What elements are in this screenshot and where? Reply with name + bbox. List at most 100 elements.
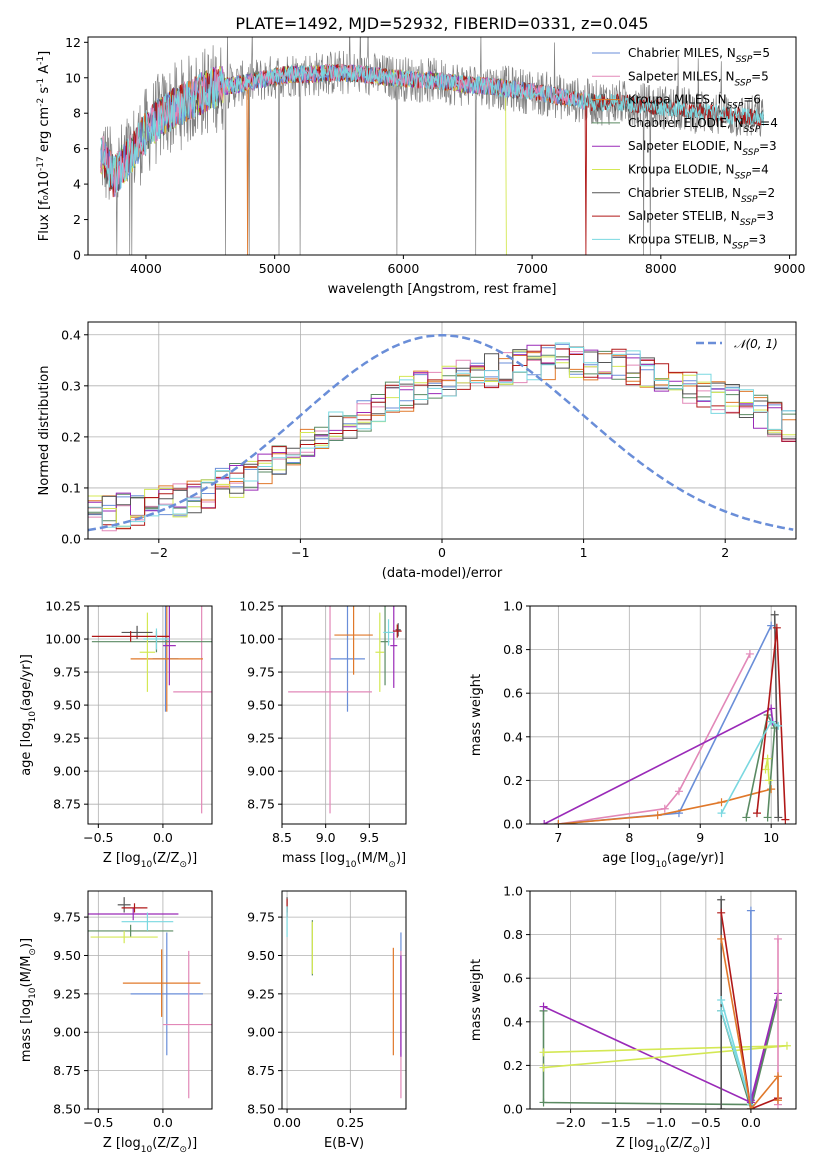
- mass-vs-ebv-panel: 0.00 0.25 8.50 8.75 9.00 9.25 9.50 9.75 E(B-V): [247, 890, 407, 1151]
- weight-vs-z-panel: −2.0 −1.5 −1.0 −0.5 0.0 0.0 0.2 0.4 0.6 0.8 1.0 Z […: [469, 884, 797, 1155]
- errorbar-kroupa-elodie: [139, 612, 156, 692]
- y-tick-label: 6: [73, 141, 81, 156]
- errorbar-kroupa-miles: [130, 606, 203, 712]
- series-kroupa-miles: [558, 788, 772, 824]
- axes-frame: [87, 890, 213, 1110]
- errorbar-kroupa-stelib: [143, 628, 170, 650]
- errorbar-kroupa-stelib: [121, 912, 174, 931]
- y-tick-label: 8.50: [53, 1102, 81, 1117]
- x-tick-label: 8: [625, 830, 633, 845]
- y-tick-label: 10.25: [239, 599, 275, 614]
- axes-frame: [87, 36, 797, 256]
- y-tick-label: 10.25: [45, 599, 81, 614]
- x-tick-label: −0.5: [83, 1115, 113, 1130]
- point-marker: [539, 1098, 548, 1107]
- y-axis-label: mass [log10(M/M⊙)]: [19, 938, 38, 1062]
- x-tick-label: 4000: [130, 261, 162, 276]
- point-marker: [767, 785, 776, 794]
- x-tick-label: −1: [291, 545, 309, 560]
- y-tick-label: 0.2: [503, 773, 523, 788]
- x-tick-label: 8000: [645, 261, 677, 276]
- mass-vs-z-panel: −0.5 0.0 8.50 8.75 9.00 9.25 9.50 9.75 Z [log10(…: [19, 890, 213, 1155]
- errorbar-salpeter-miles: [162, 950, 212, 1099]
- hist-salpeter-miles: [88, 348, 796, 539]
- axes-frame: [281, 605, 407, 825]
- legend-label: Salpeter STELIB, NSSP=3: [628, 209, 774, 228]
- y-tick-label: 8.75: [53, 797, 81, 812]
- x-tick-label: −1.0: [646, 1115, 676, 1130]
- y-tick-label: 0.3: [61, 378, 81, 393]
- point-marker: [717, 895, 726, 904]
- y-axis-label: mass weight: [469, 674, 484, 756]
- x-tick-label: 7000: [516, 261, 548, 276]
- hist-kroupa-miles: [88, 352, 796, 539]
- y-tick-label: 9.00: [247, 764, 275, 779]
- y-tick-label: 0.2: [503, 1058, 523, 1073]
- x-tick-label: 6000: [387, 261, 419, 276]
- axes-frame: [87, 605, 213, 825]
- series-chabrier-elodie: [745, 712, 776, 818]
- x-tick-label: 0.0: [153, 830, 173, 845]
- errorbar-salpeter-stelib: [91, 631, 170, 642]
- axes-frame: [529, 890, 797, 1110]
- y-tick-label: 9.50: [53, 698, 81, 713]
- point-marker: [742, 813, 751, 822]
- y-tick-label: 9.00: [247, 1025, 275, 1040]
- y-tick-label: 8.75: [53, 1063, 81, 1078]
- age-vs-z-panel: −0.5 0.0 8.75 9.00 9.25 9.50 9.75 10.00 10.25 Z […: [19, 599, 213, 870]
- x-tick-label: −2.0: [555, 1115, 585, 1130]
- point-marker: [717, 1105, 726, 1109]
- hist-kroupa-stelib: [88, 342, 796, 539]
- y-tick-label: 9.25: [247, 986, 275, 1001]
- y-tick-label: 9.75: [53, 665, 81, 680]
- errorbar-salpeter-miles: [288, 606, 372, 814]
- point-marker: [660, 804, 669, 813]
- errorbar-salpeter-elodie: [390, 606, 398, 688]
- errorbar-chabrier-miles: [130, 932, 203, 1056]
- y-axis-label: age [log10(age/yr)]: [19, 654, 38, 776]
- y-tick-label: 9.25: [53, 986, 81, 1001]
- x-tick-label: 9.5: [359, 830, 379, 845]
- x-tick-label: 9: [696, 830, 704, 845]
- errorbar-group: [88, 897, 212, 1099]
- spectrum-lines: [100, 37, 765, 255]
- hist-group: [88, 334, 796, 539]
- y-tick-label: 9.50: [247, 698, 275, 713]
- point-marker: [752, 809, 761, 818]
- y-tick-label: 8: [73, 106, 81, 121]
- point-marker: [770, 610, 779, 619]
- y-tick-label: 9.25: [53, 731, 81, 746]
- point-marker: [772, 623, 781, 632]
- y-tick-label: 0.8: [503, 927, 523, 942]
- errorbar-group: [286, 897, 402, 1099]
- y-tick-label: 12: [65, 35, 81, 50]
- y-tick-label: 8.50: [247, 1102, 275, 1117]
- point-marker: [554, 820, 563, 824]
- y-tick-label: 9.25: [247, 731, 275, 746]
- x-axis-label: Z [log10(Z/Z⊙)]: [616, 1136, 710, 1155]
- point-marker: [746, 906, 755, 915]
- errorbar-kroupa-miles: [122, 949, 201, 1017]
- y-tick-label: 10: [65, 70, 81, 85]
- y-tick-label: 0.4: [503, 1014, 523, 1029]
- y-tick-label: 9.00: [53, 764, 81, 779]
- hist-kroupa-elodie: [88, 350, 796, 539]
- point-marker: [539, 1048, 548, 1057]
- x-tick-label: 0.0: [741, 1115, 761, 1130]
- y-tick-label: 0.4: [61, 327, 81, 342]
- y-tick-label: 8.75: [247, 797, 275, 812]
- errorbar-chabrier-elodie: [88, 924, 174, 938]
- errorbar-kroupa-stelib: [383, 619, 394, 646]
- x-tick-label: 10: [763, 830, 779, 845]
- errorbar-group: [91, 606, 212, 814]
- spectrum-panel: 4000 5000 6000 7000 8000 9000 0 2 4 6 8 10 12 wavelen…: [36, 35, 806, 297]
- series-salpeter-miles: [558, 653, 751, 824]
- x-tick-label: 2: [721, 545, 729, 560]
- x-tick-label: 5000: [259, 261, 291, 276]
- y-tick-label: 0.2: [61, 429, 81, 444]
- legend-label: Salpeter MILES, NSSP=5: [628, 69, 769, 88]
- y-tick-label: 2: [73, 212, 81, 227]
- point-marker: [767, 717, 776, 726]
- y-tick-label: 10.00: [239, 632, 275, 647]
